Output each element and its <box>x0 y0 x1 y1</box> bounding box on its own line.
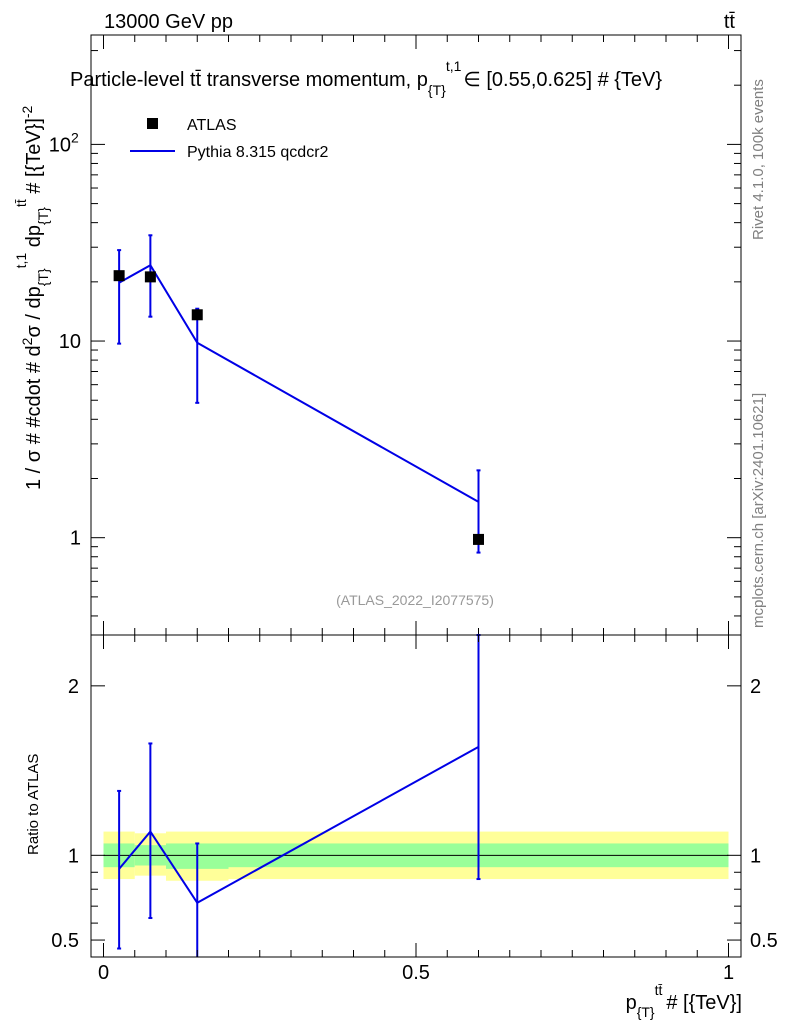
x-tick-labels: 0 0.5 1 <box>98 962 734 984</box>
ratio-pythia-line <box>118 745 479 905</box>
y-axis-label-b: σ / dp <box>23 286 45 337</box>
ratio-panel-frame <box>90 634 742 958</box>
ratio-panel-y-tick-labels: 0.5 0.5 1 1 2 2 <box>51 676 778 952</box>
y-axis-label-a: 1 / σ # #cdot # d <box>23 345 45 490</box>
chart-title: Particle-level tt̄ transverse momentum, … <box>70 58 662 98</box>
y-axis-label-c: dp <box>23 225 45 253</box>
ratio-tick-label: 0.5 <box>51 930 79 952</box>
y-tick-label: 10 <box>49 134 71 156</box>
x-axis-label-sub: {T} <box>637 1004 655 1020</box>
y-tick-label: 10 <box>59 331 81 353</box>
y-axis-label: 1 / σ # #cdot # d2σ / dp{T}t,1 dp{T}tt̄ … <box>13 105 51 490</box>
ratio-data <box>117 634 481 957</box>
pythia-line <box>118 263 479 503</box>
legend-marker-atlas <box>147 118 158 129</box>
ratio-tick-label: 1 <box>68 845 79 867</box>
ratio-tick-label-right: 1 <box>750 845 761 867</box>
legend-label-atlas: ATLAS <box>187 117 237 134</box>
y-axis-label-d-sup: -2 <box>19 105 35 118</box>
y-axis-label-a-sup: 2 <box>19 337 35 345</box>
x-tick-label: 0.5 <box>402 962 430 984</box>
atlas-marker <box>113 270 125 282</box>
y-tick-label: 1 <box>70 528 81 550</box>
energy-label: 13000 GeV pp <box>104 11 233 33</box>
x-axis-label-sup: tt̄ <box>655 982 663 998</box>
ratio-y-axis-label: Ratio to ATLAS <box>25 754 42 855</box>
ratio-panel: 0.5 0.5 1 1 2 2 <box>51 634 778 958</box>
atlas-marker <box>144 271 156 283</box>
legend-label-pythia: Pythia 8.315 qcdcr2 <box>187 144 329 161</box>
ratio-tick-label-right: 0.5 <box>750 930 778 952</box>
atlas-marker <box>473 533 484 545</box>
y-axis-label-c-sub: {T} <box>35 207 51 225</box>
x-axis-label-main: p <box>626 992 637 1014</box>
x-tick-label: 1 <box>723 962 734 984</box>
y-tick-label-sup: 2 <box>71 129 79 145</box>
source-label: mcplots.cern.ch [arXiv:2401.10621] <box>750 393 767 628</box>
chart-title-sup: t,1 <box>446 58 462 74</box>
analysis-watermark: (ATLAS_2022_I2077575) <box>336 592 494 608</box>
ratio-tick-label: 2 <box>68 676 79 698</box>
y-axis-label-b-sup: t,1 <box>13 253 29 269</box>
x-axis-label: p{T}tt̄# [{TeV}] <box>626 982 742 1020</box>
main-panel-data <box>113 234 484 554</box>
y-axis-label-d: # [{TeV}] <box>23 118 45 199</box>
legend: ATLAS Pythia 8.315 qcdcr2 <box>130 117 329 161</box>
x-tick-label: 0 <box>98 962 109 984</box>
x-axis-label-tail: # [{TeV}] <box>666 992 742 1014</box>
chart-title-sub: {T} <box>428 82 446 98</box>
chart-title-main: Particle-level tt̄ transverse momentum, … <box>70 69 428 91</box>
main-panel-ticks <box>91 35 741 635</box>
y-axis-label-b-sub: {T} <box>35 268 51 286</box>
ratio-panel-ticks <box>91 635 741 958</box>
y-axis-label-c-sup: tt̄ <box>13 199 29 207</box>
process-label: tt̄ <box>724 11 736 33</box>
ratio-tick-label-right: 2 <box>750 676 761 698</box>
atlas-marker <box>191 309 203 321</box>
chart-title-tail: ∈ [0.55,0.625] # {TeV} <box>463 69 662 91</box>
rivet-label: Rivet 4.1.0, 100k events <box>750 79 767 240</box>
